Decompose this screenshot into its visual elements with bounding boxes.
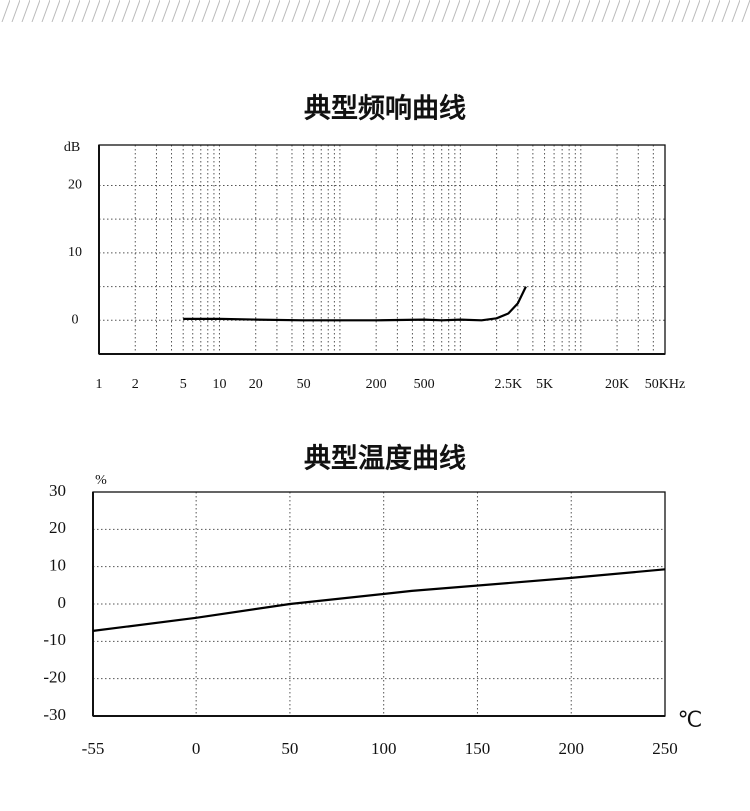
y-axis-label: dB xyxy=(64,140,80,155)
x-tick-label: -55 xyxy=(82,739,105,758)
y-tick-label: 30 xyxy=(49,481,66,500)
x-tick-label: 2.5K xyxy=(494,377,522,392)
y-tick-label: -10 xyxy=(43,630,66,649)
x-tick-label: 150 xyxy=(465,739,491,758)
chart-title: 典型温度曲线 xyxy=(304,443,466,475)
data-line xyxy=(92,568,666,632)
x-tick-label: 20 xyxy=(249,377,263,392)
y-tick-label: 0 xyxy=(72,313,79,328)
x-axis-label: ℃ xyxy=(678,707,703,732)
x-tick-label: 1 xyxy=(96,377,103,392)
x-tick-label: 0 xyxy=(192,739,201,758)
plot-frame xyxy=(92,491,666,717)
x-tick-label: 10 xyxy=(212,377,226,392)
banner-hatch xyxy=(0,0,750,22)
x-tick-label: 50 xyxy=(281,739,298,758)
y-tick-label: -20 xyxy=(43,668,66,687)
y-axis-label: % xyxy=(95,473,107,488)
y-tick-label: 0 xyxy=(58,593,67,612)
x-tick-label: 250 xyxy=(652,739,678,758)
data-line xyxy=(183,286,527,322)
x-tick-label: 50 xyxy=(297,377,311,392)
x-tick-label: 50KHz xyxy=(645,377,685,392)
y-tick-label: 20 xyxy=(49,518,66,537)
x-tick-label: 2 xyxy=(132,377,139,392)
x-tick-label: 5K xyxy=(536,377,553,392)
y-tick-label: 10 xyxy=(68,245,82,260)
y-tick-label: 20 xyxy=(68,178,82,193)
y-tick-label: 10 xyxy=(49,556,66,575)
plot-frame xyxy=(98,144,666,355)
x-tick-label: 500 xyxy=(414,377,435,392)
x-tick-label: 100 xyxy=(371,739,397,758)
x-tick-label: 20K xyxy=(605,377,629,392)
y-tick-label: -30 xyxy=(43,705,66,724)
chart-title: 典型频响曲线 xyxy=(304,93,466,125)
x-tick-label: 5 xyxy=(180,377,187,392)
x-tick-label: 200 xyxy=(366,377,387,392)
x-tick-label: 200 xyxy=(558,739,584,758)
